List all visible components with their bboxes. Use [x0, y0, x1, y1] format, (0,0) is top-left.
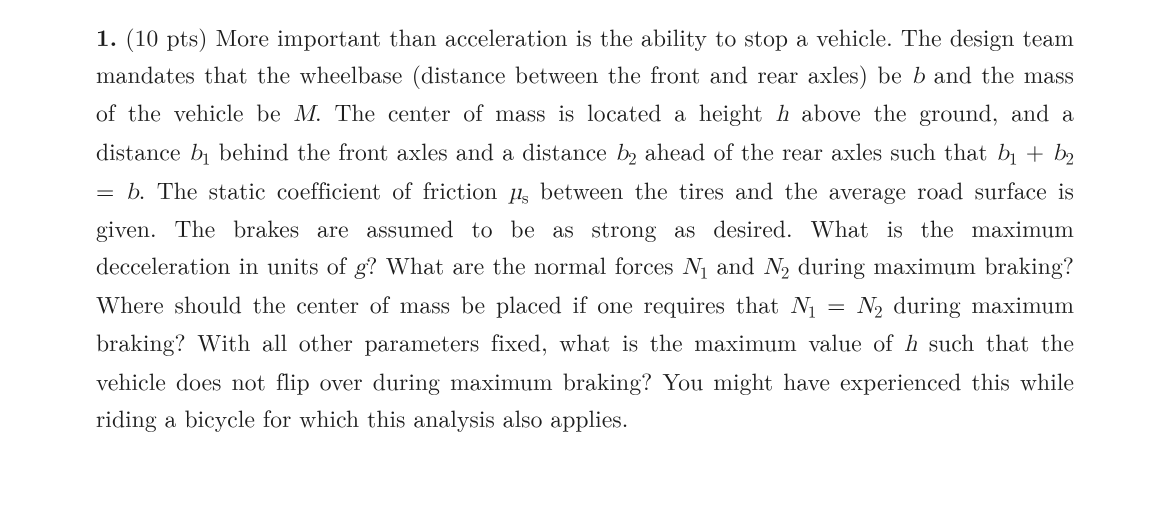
equation-N1-eq-N2: N1 = N2 — [790, 294, 883, 318]
problem-number: 1. — [96, 19, 117, 53]
variable-mu-s: µs — [509, 180, 529, 204]
text-segment: ? What are the normal forces — [366, 248, 682, 281]
variable-b: b — [911, 64, 924, 88]
variable-g: g — [354, 255, 366, 279]
text-segment: behind the front axles and a distance — [210, 134, 615, 167]
problem-points: (10 pts) — [125, 20, 207, 53]
variable-h: h — [904, 332, 917, 356]
variable-N2: N2 — [763, 255, 789, 279]
text-segment: ahead of the rear axles such that — [637, 134, 996, 167]
variable-M: M — [293, 102, 315, 126]
variable-b1: b1 — [189, 141, 211, 165]
problem-page: 1. (10 pts) More important than accelera… — [0, 0, 1170, 454]
variable-h: h — [776, 102, 789, 126]
variable-b2: b2 — [615, 141, 637, 165]
text-segment: and — [708, 248, 763, 281]
text-segment: . The center of mass is located a height — [315, 95, 776, 128]
variable-N1: N1 — [682, 255, 708, 279]
text-segment: . The static coefficient of friction — [139, 173, 509, 206]
problem-text: 1. (10 pts) More important than accelera… — [96, 18, 1074, 436]
